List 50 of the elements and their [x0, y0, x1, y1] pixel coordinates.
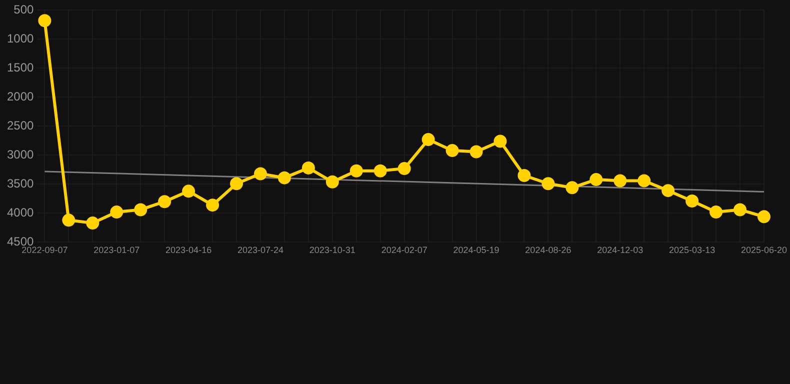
point: [182, 184, 196, 198]
x-tick-label: 2024-08-26: [525, 245, 572, 256]
point: [158, 195, 172, 208]
point: [62, 214, 76, 227]
x-tick-label: 2022-09-07: [22, 245, 68, 256]
point: [206, 198, 220, 212]
point: [470, 145, 483, 158]
x-tick-label: 2024-05-19: [453, 245, 500, 256]
x-tick-label: 2025-03-13: [669, 245, 716, 256]
x-tick-label: 2023-10-31: [309, 245, 356, 256]
point: [710, 206, 723, 219]
point: [614, 174, 627, 188]
point: [422, 133, 435, 146]
point: [590, 173, 603, 186]
point: [326, 175, 339, 188]
point: [38, 14, 52, 28]
point: [734, 203, 747, 216]
x-tick-label: 2025-06-20: [740, 245, 788, 256]
y-tick-label: 2500: [6, 118, 34, 133]
point: [110, 206, 124, 219]
x-tick-label: 2023-04-16: [166, 245, 212, 256]
x-tick-label: 2024-02-07: [381, 245, 428, 256]
point: [398, 162, 411, 176]
y-tick-label: 2000: [6, 90, 34, 104]
y-tick-label: 3500: [6, 176, 34, 191]
x-tick-label: 2023-07-24: [237, 245, 284, 256]
point: [374, 164, 387, 178]
point: [350, 164, 363, 178]
point: [518, 169, 531, 182]
y-tick-label: 1500: [6, 60, 34, 75]
point: [757, 210, 770, 224]
point: [494, 134, 507, 148]
y-tick-label: 4000: [6, 206, 34, 220]
y-tick-label: 500: [14, 2, 34, 17]
point: [662, 184, 675, 198]
x-tick-label: 2023-01-07: [94, 245, 140, 256]
y-tick-label: 3000: [6, 148, 34, 162]
point: [566, 181, 579, 194]
point: [542, 177, 555, 190]
point: [278, 171, 291, 184]
x-tick-label: 2024-12-03: [597, 245, 644, 256]
point: [230, 177, 244, 190]
point: [86, 216, 100, 230]
point: [638, 174, 651, 188]
point: [686, 194, 699, 208]
point: [134, 203, 148, 216]
y-tick-label: 1000: [6, 32, 34, 46]
point: [446, 144, 459, 158]
point: [254, 167, 267, 180]
point: [302, 161, 315, 174]
